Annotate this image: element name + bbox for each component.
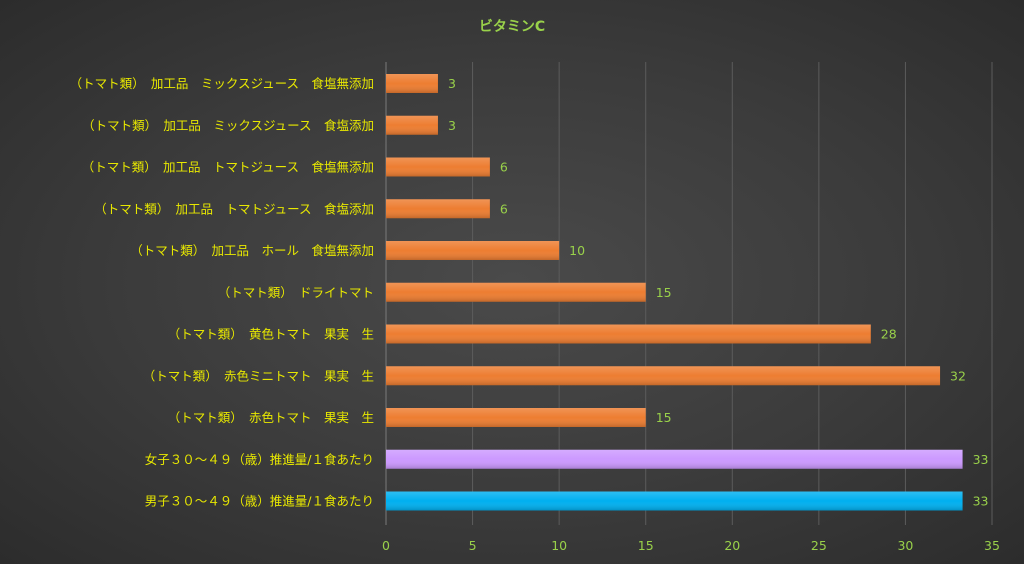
x-tick-label: 5 <box>469 538 477 553</box>
x-axis-ticks: 0 5 10 15 20 25 30 35 <box>382 538 1000 553</box>
bar-shading <box>386 408 646 427</box>
category-labels: （トマト類） 加工品 ミックスジュース 食塩無添加 （トマト類） 加工品 ミックス… <box>70 76 374 509</box>
data-label: 10 <box>569 243 585 258</box>
bar-shading <box>386 449 963 469</box>
bar-shading <box>386 282 646 302</box>
data-label: 15 <box>656 410 672 425</box>
bar-shading <box>386 157 490 177</box>
chart-title: ビタミンC <box>479 19 545 35</box>
category-label: （トマト類） 加工品 ミックスジュース 食塩無添加 <box>70 76 374 91</box>
bar-shading <box>386 115 438 135</box>
data-label: 3 <box>448 76 456 91</box>
data-label: 6 <box>500 201 508 216</box>
category-label: 女子３０～４９（歳）推進量/１食あたり <box>145 452 374 467</box>
category-label: （トマト類） 加工品 ミックスジュース 食塩添加 <box>82 118 374 133</box>
bar-shading <box>386 366 941 386</box>
x-tick-label: 20 <box>724 538 740 553</box>
category-label: （トマト類） 赤色ミニトマト 果実 生 <box>143 368 374 383</box>
category-label: （トマト類） 赤色トマト 果実 生 <box>168 410 374 425</box>
data-label: 33 <box>973 452 989 467</box>
bar-shading <box>386 241 560 260</box>
data-label: 28 <box>881 327 897 342</box>
data-label: 32 <box>950 368 966 383</box>
category-label: （トマト類） 加工品 トマトジュース 食塩添加 <box>94 201 374 216</box>
x-tick-label: 35 <box>984 538 1000 553</box>
x-tick-label: 10 <box>551 538 567 553</box>
bar-shading <box>386 491 963 511</box>
category-label: （トマト類） ドライトマト <box>218 285 374 300</box>
x-tick-label: 0 <box>382 538 390 553</box>
x-tick-label: 25 <box>811 538 827 553</box>
bar-shading <box>386 324 871 344</box>
data-label: 33 <box>973 494 989 509</box>
category-label: （トマト類） 加工品 ホール 食塩無添加 <box>130 243 374 258</box>
x-tick-label: 30 <box>897 538 913 553</box>
bars <box>386 74 963 511</box>
x-tick-label: 15 <box>638 538 654 553</box>
bar-shading <box>386 74 438 93</box>
category-label: （トマト類） 加工品 トマトジュース 食塩無添加 <box>82 160 374 175</box>
category-label: （トマト類） 黄色トマト 果実 生 <box>168 327 374 342</box>
data-label: 3 <box>448 118 456 133</box>
data-label: 15 <box>656 285 672 300</box>
bar-shading <box>386 199 490 219</box>
category-label: 男子３０～４９（歳）推進量/１食あたり <box>145 494 374 509</box>
data-label: 6 <box>500 160 508 175</box>
